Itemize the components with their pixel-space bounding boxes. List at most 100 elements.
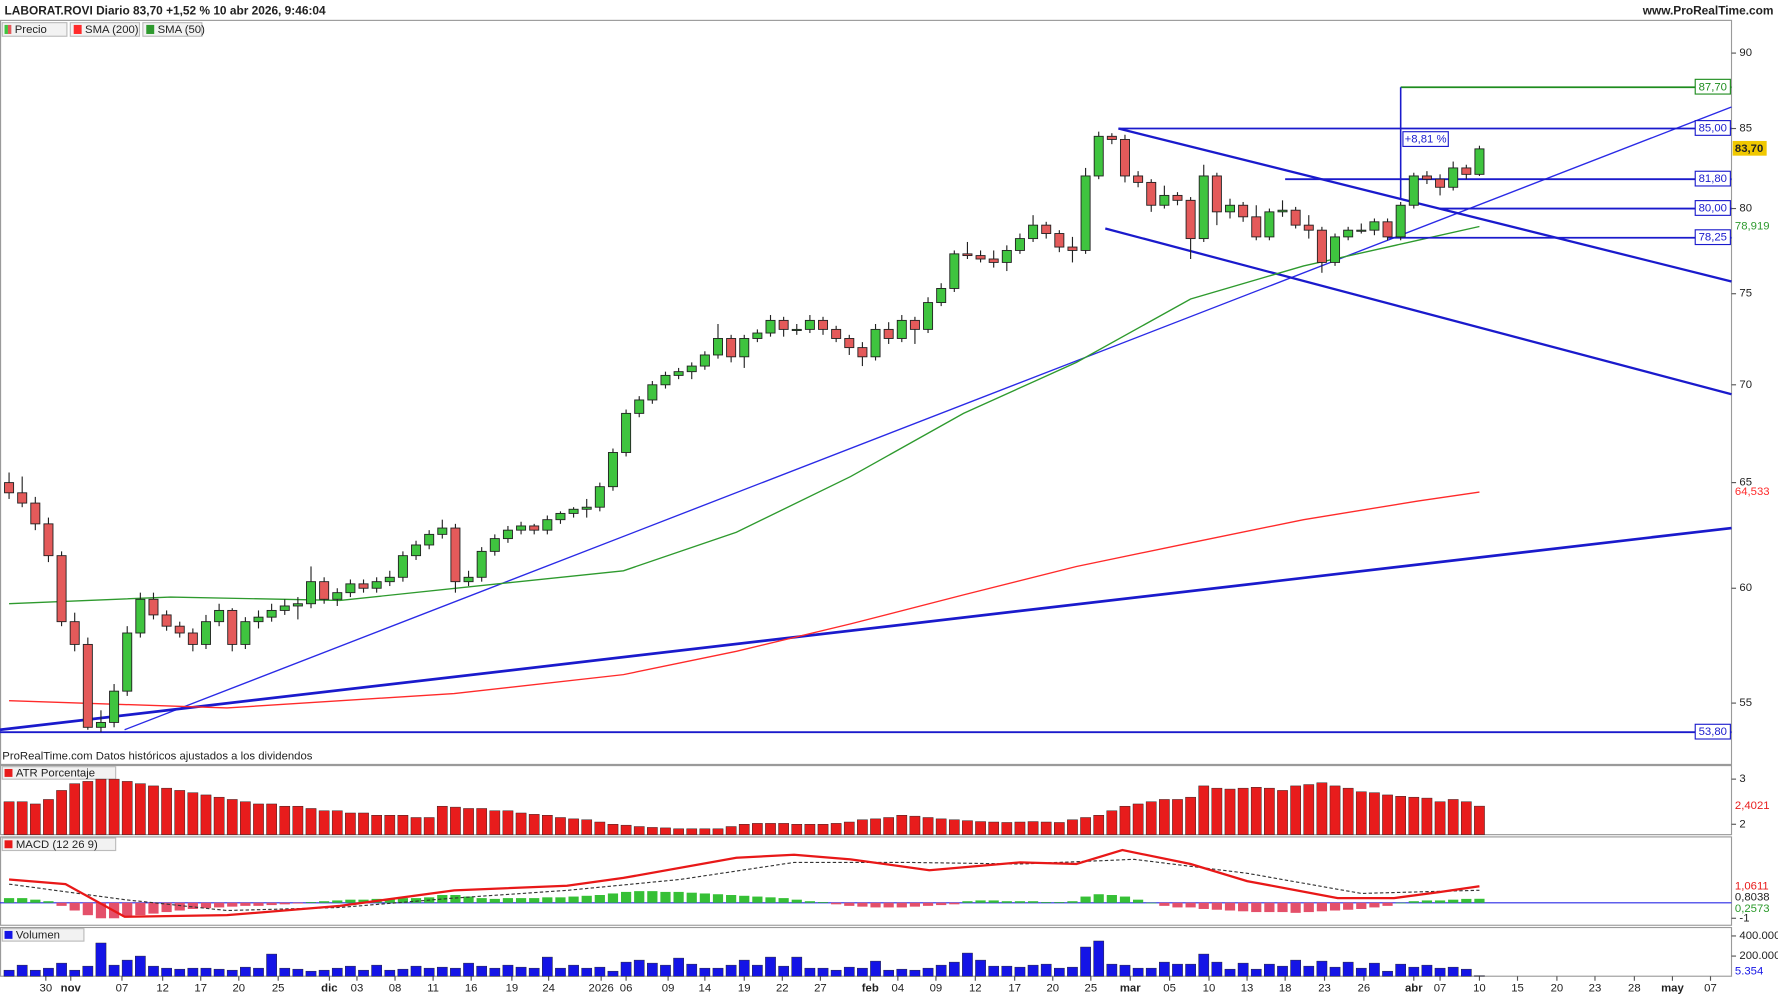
- bar: [1172, 799, 1183, 835]
- histogram-bar: [791, 899, 802, 903]
- candle-body: [621, 412, 632, 453]
- bar: [29, 803, 41, 835]
- candle-body: [82, 643, 93, 728]
- x-tick-label: 08: [389, 983, 402, 995]
- bar: [1355, 791, 1367, 835]
- bar: [581, 819, 593, 835]
- last-value-label: 2,4021: [1735, 800, 1770, 812]
- candle-body: [1119, 138, 1130, 177]
- candle-body: [1093, 135, 1104, 177]
- bar: [673, 957, 684, 977]
- bar: [1080, 817, 1091, 835]
- bar: [1106, 810, 1118, 835]
- bar: [1237, 787, 1249, 835]
- bar: [121, 781, 133, 835]
- bar: [843, 821, 855, 835]
- level-label-box: [1694, 723, 1731, 740]
- bar: [3, 969, 15, 977]
- bar: [1145, 967, 1157, 977]
- histogram-bar: [161, 902, 172, 913]
- candle-body: [266, 609, 277, 618]
- candle-body: [227, 609, 238, 645]
- bar: [1067, 966, 1078, 977]
- histogram-bar: [1369, 902, 1380, 908]
- legend-box: [69, 22, 141, 37]
- histogram-bar: [266, 902, 277, 906]
- histogram-bar: [69, 902, 80, 911]
- histogram-bar: [1290, 902, 1301, 913]
- bar: [1342, 961, 1354, 977]
- bar: [410, 817, 422, 835]
- bar: [213, 796, 225, 835]
- bar: [1408, 796, 1420, 835]
- y-tick-label: -1: [1739, 912, 1749, 924]
- bar: [1132, 967, 1144, 977]
- bar: [830, 823, 842, 835]
- histogram-bar: [1080, 896, 1091, 903]
- bar: [135, 955, 146, 977]
- candle-body: [844, 338, 855, 349]
- bar: [935, 964, 947, 977]
- histogram-bar: [568, 896, 579, 903]
- histogram-bar: [1014, 901, 1026, 903]
- candle-body: [1225, 204, 1235, 213]
- bar: [778, 965, 789, 977]
- candle-body: [673, 371, 684, 376]
- bar: [712, 828, 724, 835]
- bar: [450, 967, 461, 977]
- sma-line: [9, 491, 1480, 709]
- x-tick-label: 25: [272, 983, 285, 995]
- bar: [1421, 797, 1433, 835]
- bar: [108, 778, 120, 835]
- candle-body: [529, 525, 540, 531]
- level-label: 53,80: [1699, 726, 1727, 738]
- x-tick-label: 07: [1434, 983, 1447, 995]
- histogram-bar: [594, 895, 605, 903]
- legend: Precio SMA (200) SMA (50): [1, 22, 205, 37]
- price-panel-frame: [0, 19, 1733, 766]
- bar: [699, 967, 711, 977]
- x-tick-label: 25: [1085, 983, 1098, 995]
- bar: [909, 969, 921, 977]
- histogram-bar: [1172, 902, 1183, 908]
- y-tick-label: 2: [1739, 818, 1745, 830]
- candle-body: [686, 365, 697, 373]
- legend-swatch: [4, 24, 8, 34]
- x-tick-label: 24: [542, 983, 555, 995]
- candle-body: [1290, 209, 1301, 226]
- x-tick-label: 04: [892, 983, 905, 995]
- panel-title-text: Volumen: [16, 929, 60, 941]
- histogram-bar: [515, 898, 527, 903]
- bar: [82, 965, 94, 977]
- candle-body: [581, 506, 592, 510]
- x-tick-label: 2026: [589, 983, 614, 995]
- candle-body: [542, 519, 553, 531]
- bar: [738, 959, 750, 977]
- bar: [1329, 785, 1341, 835]
- candle-body: [397, 555, 408, 578]
- bar: [463, 808, 474, 835]
- bar: [135, 783, 146, 835]
- bar: [279, 967, 291, 977]
- trend-line: [1118, 127, 1732, 283]
- bar: [502, 810, 514, 835]
- x-tick-label: 23: [1589, 983, 1602, 995]
- bar: [1395, 963, 1407, 977]
- bar: [148, 965, 159, 977]
- bar: [528, 814, 540, 835]
- bar: [16, 964, 28, 977]
- histogram-bar: [187, 902, 198, 909]
- bar: [830, 969, 842, 977]
- histogram-bar: [883, 902, 894, 908]
- histogram-bar: [1041, 901, 1052, 903]
- histogram-bar: [1421, 900, 1433, 903]
- histogram-bar: [1395, 902, 1406, 904]
- bar: [935, 818, 947, 835]
- histogram-bar: [1448, 899, 1459, 903]
- bar: [161, 967, 172, 977]
- histogram-bar: [1474, 898, 1485, 903]
- bar: [292, 805, 304, 835]
- histogram-bar: [489, 898, 500, 903]
- candle-body: [1133, 175, 1144, 183]
- bar: [896, 968, 908, 977]
